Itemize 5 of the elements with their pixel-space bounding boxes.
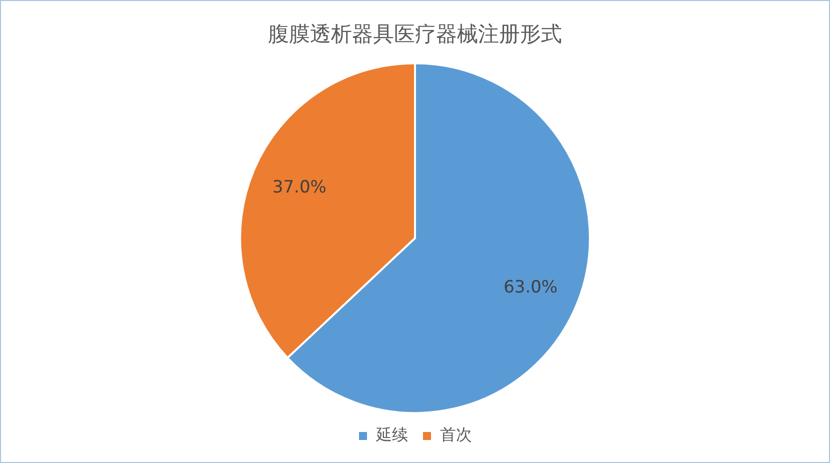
chart-title: 腹膜透析器具医疗器械注册形式 bbox=[268, 22, 562, 46]
legend-label: 首次 bbox=[440, 425, 472, 444]
data-label: 37.0% bbox=[272, 178, 326, 198]
data-label: 63.0% bbox=[504, 278, 558, 298]
legend-label: 延续 bbox=[375, 425, 408, 444]
